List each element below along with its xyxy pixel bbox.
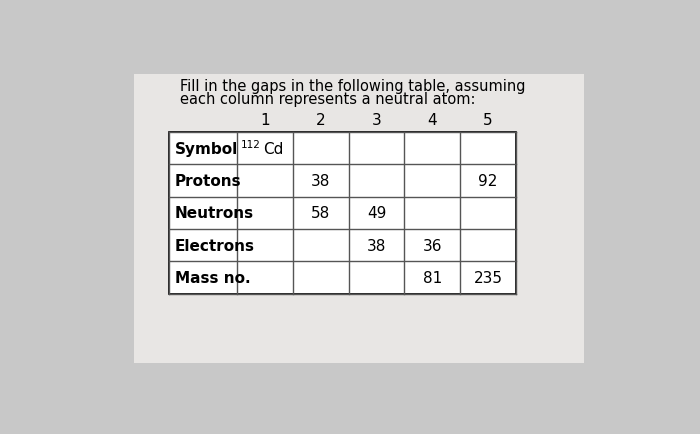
Text: 81: 81 bbox=[423, 270, 442, 286]
Text: 2: 2 bbox=[316, 113, 326, 128]
Text: 92: 92 bbox=[479, 174, 498, 189]
Text: Protons: Protons bbox=[175, 174, 242, 189]
Text: 4: 4 bbox=[428, 113, 438, 128]
Text: Fill in the gaps in the following table, assuming: Fill in the gaps in the following table,… bbox=[181, 79, 526, 94]
Text: 5: 5 bbox=[484, 113, 493, 128]
Text: 36: 36 bbox=[423, 238, 442, 253]
Text: 235: 235 bbox=[474, 270, 503, 286]
Text: Mass no.: Mass no. bbox=[175, 270, 251, 286]
FancyBboxPatch shape bbox=[134, 75, 584, 363]
Text: 3: 3 bbox=[372, 113, 382, 128]
Text: 58: 58 bbox=[311, 206, 330, 221]
Text: Neutrons: Neutrons bbox=[175, 206, 254, 221]
Text: Cd: Cd bbox=[262, 141, 283, 156]
Text: 38: 38 bbox=[367, 238, 386, 253]
Text: 38: 38 bbox=[311, 174, 330, 189]
Text: 112: 112 bbox=[241, 140, 260, 150]
FancyBboxPatch shape bbox=[169, 133, 516, 294]
Text: 49: 49 bbox=[367, 206, 386, 221]
Text: Electrons: Electrons bbox=[175, 238, 255, 253]
Text: 1: 1 bbox=[260, 113, 270, 128]
Text: Symbol: Symbol bbox=[175, 141, 238, 156]
Text: each column represents a neutral atom:: each column represents a neutral atom: bbox=[181, 92, 476, 106]
